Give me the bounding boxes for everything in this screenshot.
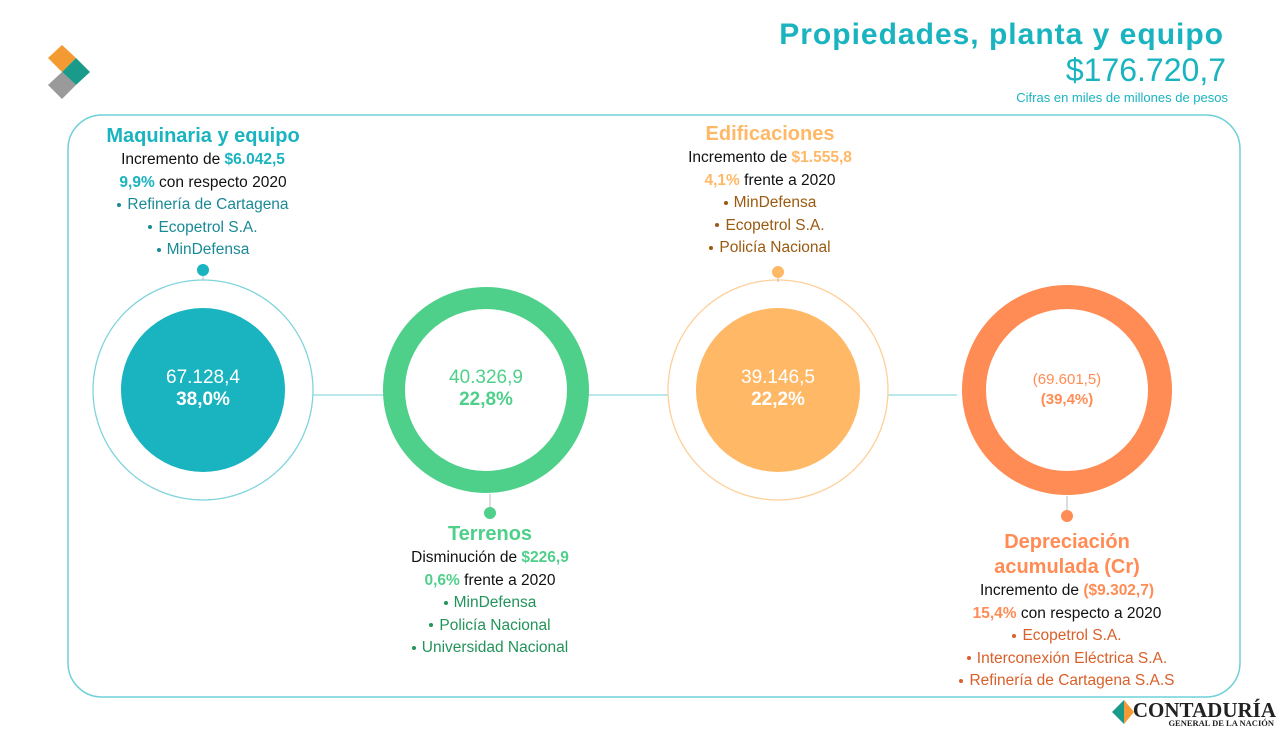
info-block: Edificaciones Incremento de $1.555,8 4,1% … (620, 122, 920, 260)
ring (962, 285, 1172, 495)
entity: MinDefensa (724, 194, 817, 211)
footer-logo (1112, 700, 1134, 724)
entity: Ecopetrol S.A. (715, 217, 824, 234)
change-line: Incremento de $1.555,8 (620, 147, 920, 170)
pct-value: 0,6% (424, 571, 460, 589)
dot (1061, 510, 1073, 522)
frame (67, 114, 1241, 698)
heading: Edificaciones (705, 123, 835, 145)
entity: Universidad Nacional (412, 639, 568, 656)
dot (772, 266, 784, 278)
change-amount: $1.555,8 (791, 149, 852, 166)
dot (197, 264, 209, 276)
pct-rest: frente a 2020 (464, 571, 556, 589)
entity: Policía Nacional (429, 617, 550, 634)
entity-row: Interconexión Eléctrica S.A. (927, 648, 1207, 671)
brand: CONTADURÍA (1132, 698, 1276, 722)
info-block: Maquinaria y equipo Incremento de $6.042,… (53, 124, 353, 262)
entity: Ecopetrol S.A. (1012, 627, 1121, 644)
brand-sub: GENERAL DE LA NACIÓN (1168, 718, 1274, 728)
pct-line: 0,6% frente a 2020 (340, 570, 640, 593)
change-amount: ($9.302,7) (1083, 582, 1155, 599)
circle-label: (69.601,5) (39,4%) (987, 370, 1147, 410)
change-line: Disminución de $226,9 (340, 547, 640, 570)
entity: Refinería de Cartagena S.A.S (959, 672, 1174, 689)
heading: Terrenos (447, 523, 533, 545)
pct-line: 15,4% con respecto a 2020 (927, 603, 1207, 626)
entity-row: Refinería de Cartagena (53, 194, 353, 217)
circle-share: 22,2% (751, 389, 805, 410)
entity: MinDefensa (444, 594, 537, 611)
entity-row: Ecopetrol S.A. (53, 217, 353, 240)
entity-row: Policía Nacional (620, 237, 920, 260)
title: Propiedades, planta y equipo (779, 18, 1224, 51)
entity-row: Refinería de Cartagena S.A.S (927, 670, 1207, 693)
info-block: Terrenos Disminución de $226,9 0,6% frente… (340, 522, 640, 660)
total: $176.720,7 (1065, 52, 1226, 88)
pct-line: 4,1% frente a 2020 (620, 170, 920, 193)
change-line: Incremento de ($9.302,7) (927, 580, 1207, 603)
pct-rest: frente a 2020 (744, 171, 836, 189)
change-label: Disminución de (411, 549, 518, 566)
entity-row: Ecopetrol S.A. (620, 215, 920, 238)
entity-row: MinDefensa (340, 592, 640, 615)
circle-value: 67.128,4 (166, 367, 240, 388)
entity: Refinería de Cartagena (117, 196, 288, 213)
circle-label: 67.128,4 38,0% (123, 367, 283, 411)
ring (383, 287, 589, 493)
change-line: Incremento de $6.042,5 (53, 149, 353, 172)
heading: Maquinaria y equipo (106, 125, 300, 147)
entity: Ecopetrol S.A. (148, 219, 257, 236)
entity-row: Universidad Nacional (340, 637, 640, 660)
circle-value: (69.601,5) (1032, 371, 1102, 388)
entity-row: MinDefensa (620, 192, 920, 215)
change-label: Incremento de (121, 151, 221, 168)
disc (121, 308, 285, 472)
stems (202, 276, 1068, 510)
pct-value: 4,1% (704, 171, 740, 189)
circle-share: 38,0% (176, 389, 230, 410)
disc (696, 308, 860, 472)
change-label: Incremento de (979, 582, 1080, 599)
pct-rest: con respecto 2020 (159, 173, 287, 191)
entity: Interconexión Eléctrica S.A. (967, 650, 1167, 667)
heading: Depreciación acumulada (Cr) (994, 531, 1140, 578)
pct-value: 9,9% (119, 173, 155, 191)
change-amount: $226,9 (521, 549, 569, 566)
pct-value: 15,4% (972, 604, 1017, 622)
change-amount: $6.042,5 (224, 151, 285, 168)
dot (484, 507, 496, 519)
circle-value: 39.146,5 (741, 367, 815, 388)
subtitle: Cifras en miles de millones de pesos (1016, 90, 1228, 105)
entity: MinDefensa (157, 241, 250, 258)
entity-row: Ecopetrol S.A. (927, 625, 1207, 648)
circle-share: 22,8% (459, 389, 513, 410)
circle-value: 40.326,9 (449, 367, 523, 388)
entity: Policía Nacional (709, 239, 830, 256)
circle-label: 40.326,9 22,8% (406, 367, 566, 411)
circle-share: (39,4%) (1040, 391, 1094, 408)
change-label: Incremento de (688, 149, 788, 166)
circle-label: 39.146,5 22,2% (698, 367, 858, 411)
info-block: Depreciación acumulada (Cr) Incremento de… (927, 530, 1207, 693)
pct-rest: con respecto a 2020 (1020, 604, 1162, 622)
entity-row: MinDefensa (53, 239, 353, 262)
pct-line: 9,9% con respecto 2020 (53, 172, 353, 195)
entity-row: Policía Nacional (340, 615, 640, 638)
logo (48, 45, 90, 99)
